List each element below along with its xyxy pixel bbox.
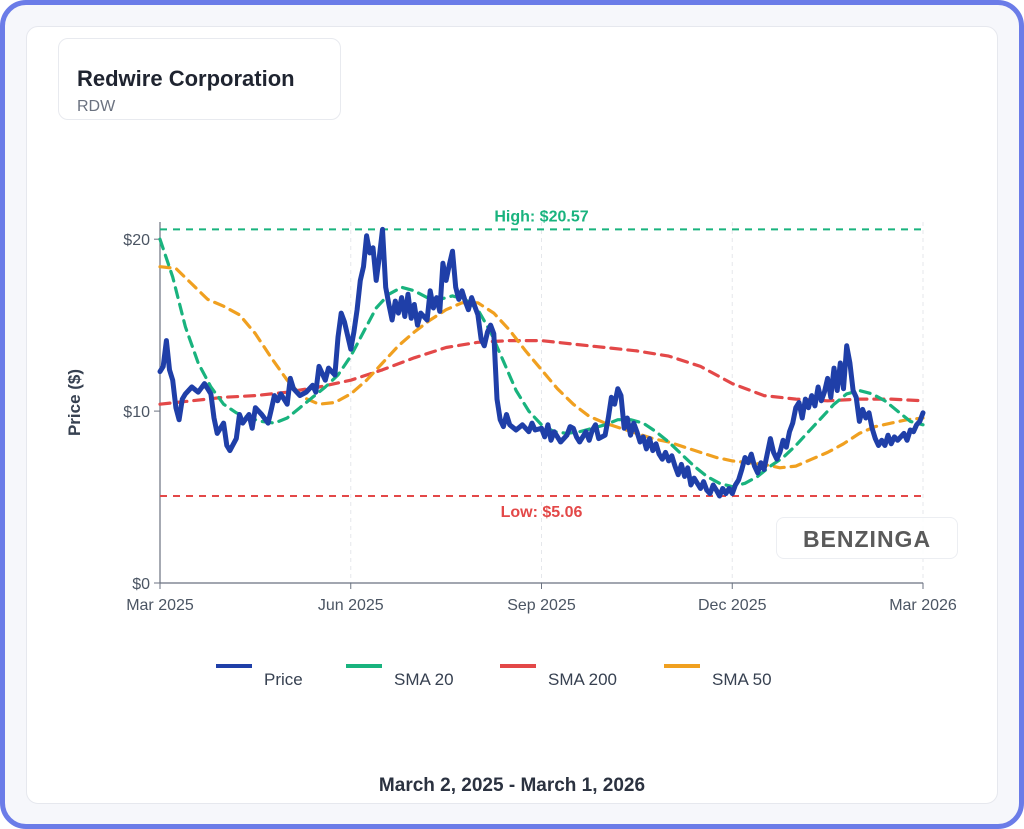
x-tick-label: Mar 2025	[126, 597, 194, 614]
chart-card	[26, 26, 998, 804]
series-sma50-line	[158, 265, 925, 470]
x-tick-label: Dec 2025	[698, 597, 767, 614]
legend-label-sma200: SMA 200	[548, 670, 617, 689]
x-tick-label: Sep 2025	[507, 597, 576, 614]
high-reference-label: High: $20.57	[494, 208, 588, 225]
y-tick-label: $0	[132, 576, 150, 593]
y-tick-label: $20	[123, 232, 150, 249]
series-price-line	[157, 226, 926, 499]
series-sma20-line	[158, 237, 925, 489]
benzinga-watermark: BENZINGA	[776, 517, 958, 559]
legend-label-price: Price	[264, 670, 303, 689]
low-reference-label: Low: $5.06	[501, 504, 583, 521]
header-card: Redwire Corporation RDW	[58, 38, 341, 120]
x-tick-label: Jun 2025	[318, 597, 384, 614]
legend-label-sma50: SMA 50	[712, 670, 772, 689]
ticker-symbol: RDW	[77, 98, 116, 115]
y-tick-label: $10	[123, 404, 150, 421]
x-tick-label: Mar 2026	[889, 597, 957, 614]
legend-label-sma20: SMA 20	[394, 670, 454, 689]
date-range-label: March 2, 2025 - March 1, 2026	[378, 775, 646, 796]
y-axis-label: Price ($)	[65, 369, 84, 436]
company-name: Redwire Corporation	[77, 66, 295, 91]
